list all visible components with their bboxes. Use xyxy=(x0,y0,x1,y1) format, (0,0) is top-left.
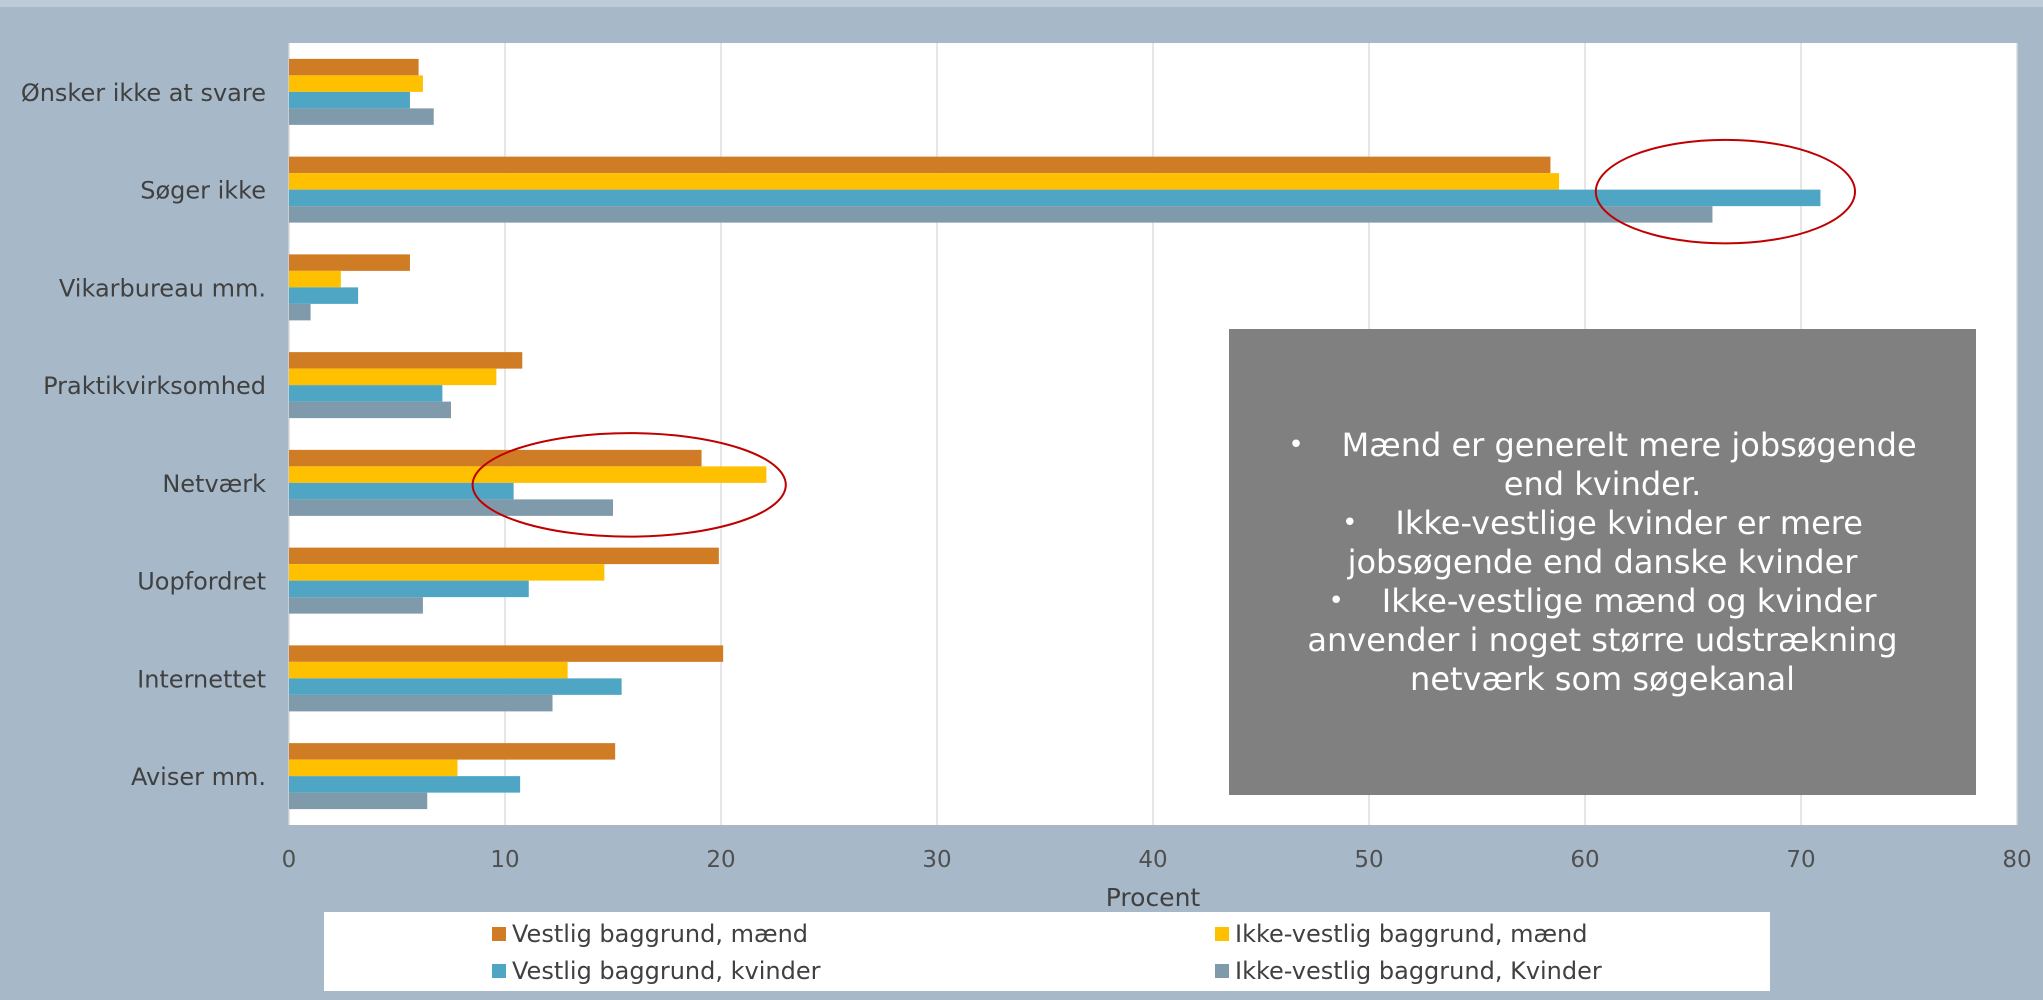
x-tick-labels: 0 10 20 30 40 50 60 70 80 xyxy=(282,847,2032,873)
legend-swatch xyxy=(1215,927,1229,941)
x-tick-label: 60 xyxy=(1570,847,1599,873)
bar xyxy=(289,75,423,92)
bar xyxy=(289,482,514,500)
bar xyxy=(289,597,423,614)
x-tick-label: 70 xyxy=(1786,847,1815,873)
category-label: Vikarbureau mm. xyxy=(59,274,266,302)
bar xyxy=(289,58,419,76)
category-label: Aviser mm. xyxy=(131,763,266,791)
bar xyxy=(289,91,410,109)
bar xyxy=(289,759,458,777)
bar xyxy=(289,352,523,369)
category-label: Søger ikke xyxy=(140,177,266,205)
callout-box: • Mænd er generelt mere jobsøgende end kv… xyxy=(1229,329,1976,795)
legend: Vestlig baggrund, mænd Ikke-vestlig bagg… xyxy=(324,912,1770,991)
x-tick-label: 80 xyxy=(2002,847,2031,873)
x-tick-label: 40 xyxy=(1138,847,1167,873)
bullet-icon: • xyxy=(1328,585,1344,616)
bar xyxy=(289,547,719,565)
bar xyxy=(289,270,341,288)
category-label: Uopfordret xyxy=(137,568,266,596)
bar xyxy=(289,661,568,679)
bar xyxy=(289,206,1713,223)
bar xyxy=(289,303,311,321)
category-label: Internettet xyxy=(137,665,266,693)
bar xyxy=(289,694,553,712)
legend-label: Vestlig baggrund, kvinder xyxy=(512,957,821,985)
callout-text-2: Ikke-vestlige kvinder er mere jobsøgende… xyxy=(1347,503,1863,581)
legend-item-ikke-vestlig-maend: Ikke-vestlig baggrund, mænd xyxy=(1215,920,1587,948)
category-label: Ønsker ikke at svare xyxy=(21,79,266,107)
legend-label: Ikke-vestlig baggrund, mænd xyxy=(1235,920,1588,948)
legend-label: Ikke-vestlig baggrund, Kvinder xyxy=(1235,957,1602,985)
bar xyxy=(289,108,434,125)
highlight-ellipse xyxy=(471,432,787,538)
bar xyxy=(289,385,443,402)
legend-item-vestlig-kvinder: Vestlig baggrund, kvinder xyxy=(492,957,820,985)
legend-item-vestlig-maend: Vestlig baggrund, mænd xyxy=(492,920,808,948)
bar xyxy=(289,466,767,483)
legend-swatch xyxy=(1215,964,1229,978)
bar xyxy=(289,173,1560,190)
callout-line-1: • Mænd er generelt mere jobsøgende end kv… xyxy=(1269,426,1936,504)
bar xyxy=(289,678,622,695)
callout-text-1: Mænd er generelt mere jobsøgende end kvi… xyxy=(1341,425,1917,503)
x-tick-label: 10 xyxy=(490,847,519,873)
legend-swatch xyxy=(492,964,506,978)
bar xyxy=(289,645,724,662)
bar xyxy=(289,368,497,386)
callout-line-3: • Ikke-vestlige mænd og kvinder anvender … xyxy=(1269,582,1936,699)
x-tick-label: 20 xyxy=(706,847,735,873)
bar xyxy=(289,189,1821,207)
callout-line-2: • Ikke-vestlige kvinder er mere jobsøgend… xyxy=(1269,504,1936,582)
bar xyxy=(289,401,451,419)
bar xyxy=(289,499,613,516)
bar xyxy=(289,564,605,581)
callout-text-3: Ikke-vestlige mænd og kvinder anvender i… xyxy=(1307,581,1898,698)
category-labels: Ønsker ikke at svare Søger ikke Vikarburea… xyxy=(21,79,266,791)
highlight-ellipse xyxy=(1594,138,1857,245)
bar xyxy=(289,776,521,793)
x-tick-label: 30 xyxy=(922,847,951,873)
x-tick-label: 0 xyxy=(282,847,297,873)
bar xyxy=(289,743,616,760)
legend-label: Vestlig baggrund, mænd xyxy=(512,920,809,948)
x-axis-title: Procent xyxy=(1106,883,1201,912)
bar xyxy=(289,254,410,271)
bar xyxy=(289,792,428,810)
bar xyxy=(289,156,1551,174)
bullet-icon: • xyxy=(1288,429,1304,460)
highlight-ellipses xyxy=(471,138,1857,538)
category-label: Praktikvirksomhed xyxy=(43,372,266,400)
bar xyxy=(289,287,359,304)
category-label: Netværk xyxy=(162,470,266,498)
legend-item-ikke-vestlig-kvinder: Ikke-vestlig baggrund, Kvinder xyxy=(1215,957,1602,985)
legend-swatch xyxy=(492,927,506,941)
x-tick-label: 50 xyxy=(1354,847,1383,873)
bullet-icon: • xyxy=(1342,507,1358,538)
bar xyxy=(289,580,529,598)
